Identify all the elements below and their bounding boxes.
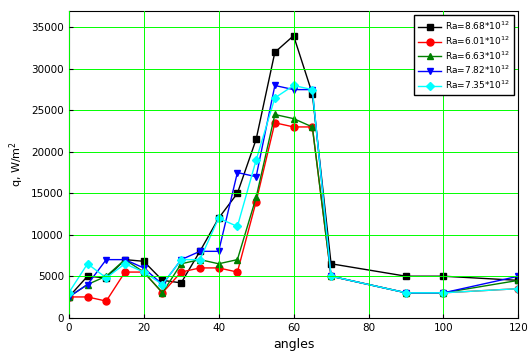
Ra=8.68*10$^{12}$ [290, 34, 297, 38]
Ra=7.35*10$^{12}$ [272, 96, 278, 100]
Ra=6.63*10$^{12}$ [440, 291, 446, 295]
Ra=7.35*10$^{12}$ [122, 262, 128, 266]
Ra=6.63*10$^{12}$ [197, 257, 203, 262]
Line: Ra=6.63*10$^{12}$: Ra=6.63*10$^{12}$ [65, 111, 522, 300]
Ra=7.82*10$^{12}$ [178, 257, 184, 262]
Ra=6.63*10$^{12}$ [122, 257, 128, 262]
Ra=8.68*10$^{12}$ [122, 257, 128, 262]
Ra=7.82*10$^{12}$ [234, 170, 241, 175]
Ra=6.63*10$^{12}$ [103, 274, 110, 278]
Ra=7.82*10$^{12}$ [159, 282, 166, 287]
Ra=8.68*10$^{12}$ [159, 278, 166, 283]
Ra=6.01*10$^{12}$ [141, 270, 147, 274]
Ra=7.82*10$^{12}$ [515, 274, 522, 278]
Ra=7.82*10$^{12}$ [309, 87, 315, 92]
Ra=7.82*10$^{12}$ [253, 174, 259, 179]
Ra=7.82*10$^{12}$ [215, 249, 222, 253]
Ra=7.82*10$^{12}$ [272, 83, 278, 88]
Ra=6.63*10$^{12}$ [66, 295, 72, 299]
Ra=7.82*10$^{12}$ [197, 249, 203, 253]
Ra=7.35*10$^{12}$ [159, 282, 166, 287]
Ra=7.35*10$^{12}$ [234, 224, 241, 229]
Ra=7.35*10$^{12}$ [309, 87, 315, 92]
Ra=6.01*10$^{12}$ [234, 270, 241, 274]
Y-axis label: q, W/m$^2$: q, W/m$^2$ [7, 141, 25, 187]
Ra=7.35*10$^{12}$ [515, 287, 522, 291]
Ra=6.63*10$^{12}$ [309, 125, 315, 129]
Ra=6.63*10$^{12}$ [272, 112, 278, 117]
Ra=8.68*10$^{12}$ [66, 295, 72, 299]
Ra=7.82*10$^{12}$ [84, 282, 90, 287]
Ra=7.35*10$^{12}$ [103, 276, 110, 280]
Ra=6.63*10$^{12}$ [403, 291, 409, 295]
Ra=7.35*10$^{12}$ [328, 274, 334, 278]
Ra=7.35*10$^{12}$ [403, 291, 409, 295]
Ra=6.01*10$^{12}$ [66, 295, 72, 299]
Ra=6.01*10$^{12}$ [440, 291, 446, 295]
X-axis label: angles: angles [273, 338, 314, 351]
Ra=7.35*10$^{12}$ [84, 262, 90, 266]
Line: Ra=8.68*10$^{12}$: Ra=8.68*10$^{12}$ [65, 32, 522, 300]
Ra=6.63*10$^{12}$ [215, 262, 222, 266]
Ra=6.01*10$^{12}$ [272, 121, 278, 125]
Ra=6.63*10$^{12}$ [234, 257, 241, 262]
Ra=7.35*10$^{12}$ [253, 158, 259, 162]
Ra=8.68*10$^{12}$ [178, 281, 184, 285]
Ra=8.68*10$^{12}$ [84, 274, 90, 278]
Line: Ra=7.82*10$^{12}$: Ra=7.82*10$^{12}$ [65, 82, 522, 300]
Ra=6.63*10$^{12}$ [290, 117, 297, 121]
Ra=6.63*10$^{12}$ [84, 282, 90, 287]
Ra=6.01*10$^{12}$ [403, 291, 409, 295]
Ra=8.68*10$^{12}$ [103, 276, 110, 280]
Ra=7.82*10$^{12}$ [141, 266, 147, 270]
Ra=8.68*10$^{12}$ [272, 50, 278, 55]
Ra=6.63*10$^{12}$ [253, 195, 259, 200]
Ra=7.35*10$^{12}$ [197, 257, 203, 262]
Ra=7.82*10$^{12}$ [290, 87, 297, 92]
Ra=8.68*10$^{12}$ [197, 249, 203, 253]
Ra=8.68*10$^{12}$ [328, 262, 334, 266]
Ra=6.01*10$^{12}$ [215, 266, 222, 270]
Ra=7.35*10$^{12}$ [66, 291, 72, 295]
Ra=7.82*10$^{12}$ [66, 295, 72, 299]
Ra=6.01*10$^{12}$ [122, 270, 128, 274]
Ra=8.68*10$^{12}$ [141, 259, 147, 264]
Ra=8.68*10$^{12}$ [515, 278, 522, 283]
Ra=7.35*10$^{12}$ [290, 83, 297, 88]
Ra=6.01*10$^{12}$ [309, 125, 315, 129]
Ra=6.63*10$^{12}$ [515, 278, 522, 283]
Ra=6.01*10$^{12}$ [178, 270, 184, 274]
Ra=7.35*10$^{12}$ [215, 216, 222, 220]
Ra=6.63*10$^{12}$ [141, 270, 147, 274]
Ra=6.01*10$^{12}$ [197, 266, 203, 270]
Ra=8.68*10$^{12}$ [403, 274, 409, 278]
Ra=8.68*10$^{12}$ [309, 92, 315, 96]
Ra=6.01*10$^{12}$ [159, 291, 166, 295]
Ra=6.01*10$^{12}$ [103, 299, 110, 303]
Ra=7.35*10$^{12}$ [178, 257, 184, 262]
Ra=6.63*10$^{12}$ [178, 262, 184, 266]
Ra=6.63*10$^{12}$ [328, 274, 334, 278]
Ra=8.68*10$^{12}$ [440, 274, 446, 278]
Ra=7.35*10$^{12}$ [440, 291, 446, 295]
Ra=6.01*10$^{12}$ [515, 287, 522, 291]
Line: Ra=6.01*10$^{12}$: Ra=6.01*10$^{12}$ [65, 119, 522, 305]
Ra=7.82*10$^{12}$ [403, 291, 409, 295]
Ra=7.82*10$^{12}$ [103, 257, 110, 262]
Ra=7.82*10$^{12}$ [328, 274, 334, 278]
Ra=7.35*10$^{12}$ [141, 270, 147, 274]
Ra=6.01*10$^{12}$ [253, 199, 259, 204]
Ra=7.82*10$^{12}$ [122, 257, 128, 262]
Ra=8.68*10$^{12}$ [253, 137, 259, 142]
Ra=7.82*10$^{12}$ [440, 291, 446, 295]
Ra=8.68*10$^{12}$ [234, 191, 241, 195]
Ra=6.63*10$^{12}$ [159, 291, 166, 295]
Ra=6.01*10$^{12}$ [84, 295, 90, 299]
Line: Ra=7.35*10$^{12}$: Ra=7.35*10$^{12}$ [66, 83, 521, 296]
Ra=6.01*10$^{12}$ [290, 125, 297, 129]
Ra=8.68*10$^{12}$ [215, 216, 222, 220]
Ra=6.01*10$^{12}$ [328, 274, 334, 278]
Legend: Ra=8.68*10$^{12}$, Ra=6.01*10$^{12}$, Ra=6.63*10$^{12}$, Ra=7.82*10$^{12}$, Ra=7: Ra=8.68*10$^{12}$, Ra=6.01*10$^{12}$, Ra… [414, 16, 514, 95]
